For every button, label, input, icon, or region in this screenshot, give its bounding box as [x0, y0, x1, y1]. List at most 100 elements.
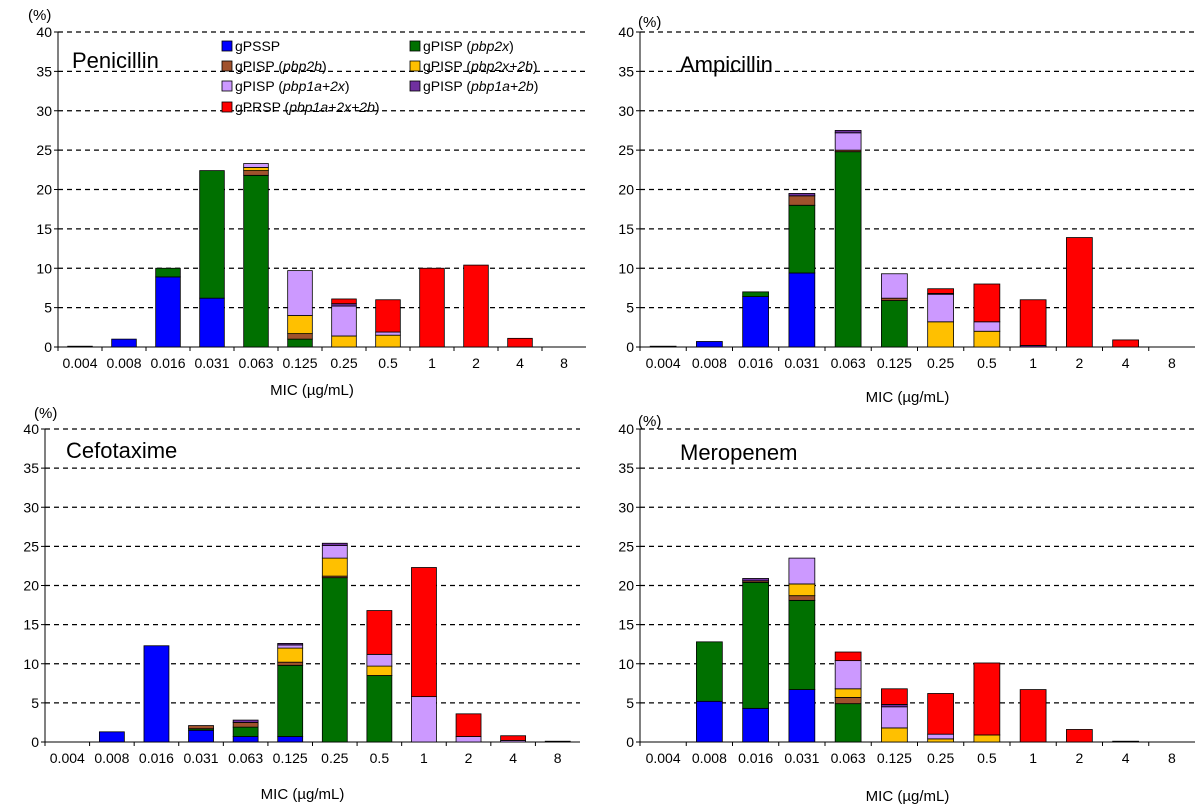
legend-swatch-gPISP_pbp2x	[409, 40, 421, 52]
x-tick-label: 8	[560, 355, 568, 371]
bar-segment-gPRSP	[375, 299, 401, 333]
x-tick-label: 0.016	[738, 750, 773, 766]
bar-segment-gPISP_pbp1a2x	[834, 132, 862, 151]
bar-segment-gPSSP	[111, 338, 137, 348]
chart-panel-2: 0 5 10 15 20 25 30 35 40 0.004 0.008 0.016 0.031 0.06…	[618, 14, 1195, 406]
y-tick-label: 20	[36, 182, 52, 198]
y-axis-label: (%)	[638, 413, 661, 430]
x-tick-label: 0.25	[330, 355, 357, 371]
bar-segment-gPISP_pbp2x	[232, 726, 259, 737]
bar-segment-gPISP_pbp1a2b	[788, 193, 816, 197]
legend-entry-gPISP_pbp2b: gPISP (pbp2b)	[235, 58, 327, 74]
bar-segment-gPISP_pbp2x	[788, 599, 816, 690]
legend-entry-gPRSP: gPRSP (pbp1a+2x+2b)	[235, 99, 380, 115]
bar-segment-gPISP_pbp1a2x	[243, 163, 269, 168]
legend-swatch-gPISP_pbp1a2x	[221, 80, 233, 92]
bar-segment-gPISP_pbp2x2b	[834, 688, 862, 698]
bar-segment-gPISP_pbp2x2b	[973, 734, 1001, 743]
bar-segment-gPISP_pbp1a2x	[788, 557, 816, 585]
x-tick-label: 0.125	[273, 750, 308, 766]
x-tick-label: 0.008	[692, 355, 727, 371]
x-tick-label: 0.004	[646, 355, 681, 371]
x-tick-label: 2	[472, 355, 480, 371]
bar-segment-gPISP_pbp1a2x	[973, 321, 1001, 332]
x-tick-label: 0.125	[877, 750, 912, 766]
x-tick-label: 0.004	[646, 750, 681, 766]
y-tick-label: 30	[618, 103, 634, 119]
x-tick-label: 0.063	[238, 355, 273, 371]
bar-segment-gPISP_pbp1a2b	[321, 542, 348, 546]
bar-segment-gPRSP	[1066, 729, 1093, 743]
y-tick-label: 20	[618, 578, 634, 594]
y-tick-label: 5	[44, 300, 52, 316]
y-tick-label: 5	[626, 695, 634, 711]
legend-entry-gPISP_pbp2x2b: gPISP (pbp2x+2b)	[423, 58, 538, 74]
bar-segment-gPISP_pbp1a2x	[881, 273, 908, 299]
chart-panel-3: 0 5 10 15 20 25 30 35 40 0.004 0.008 0.016 0.031 0.06…	[23, 405, 580, 803]
x-tick-label: 2	[1075, 750, 1083, 766]
chart-panel-1: 0 5 10 15 20 25 30 35 40 0.004 0.008 0.016 0.031 0.06…	[28, 7, 586, 399]
bar-segment-gPISP_pbp2x2b	[287, 315, 313, 335]
bar-segment-gPISP_pbp2x	[696, 641, 723, 702]
bar-segment-gPSSP	[696, 700, 723, 743]
y-tick-label: 0	[626, 734, 634, 750]
x-tick-label: 0.063	[831, 355, 866, 371]
bar-segment-gPRSP	[1019, 299, 1047, 346]
bar-segment-gPISP_pbp1a2x	[366, 653, 393, 667]
bar-segment-gPISP_pbp2x	[287, 338, 313, 348]
x-tick-label: 0.004	[62, 355, 97, 371]
x-tick-label: 0.5	[977, 750, 997, 766]
bar-segment-gPISP_pbp2x	[155, 267, 181, 278]
x-tick-label: 0.5	[977, 355, 997, 371]
bar-segment-gPISP_pbp2x2b	[321, 557, 348, 577]
bar-segment-gPISP_pbp2x	[834, 151, 862, 348]
y-tick-label: 5	[31, 695, 39, 711]
bar-segment-gPISP_pbp1a2b	[277, 643, 304, 646]
y-tick-label: 25	[36, 142, 52, 158]
bar-segment-gPRSP	[544, 740, 571, 743]
bar-segment-gPRSP	[507, 337, 533, 348]
y-tick-label: 15	[618, 617, 634, 633]
x-tick-label: 0.031	[784, 750, 819, 766]
legend-swatch-gPISP_pbp1a2b	[409, 80, 421, 92]
chart-title: Ampicillin	[680, 52, 773, 77]
y-tick-label: 0	[626, 339, 634, 355]
legend-swatch-gPISP_pbp2b	[221, 60, 233, 72]
y-tick-label: 15	[36, 221, 52, 237]
y-tick-label: 10	[618, 260, 634, 276]
bar-segment-gPSSP	[788, 272, 816, 348]
bar-segment-gPRSP	[331, 298, 357, 305]
y-tick-label: 10	[23, 656, 39, 672]
bar-segment-gPSSP	[232, 736, 259, 743]
bar-segment-gPISP_pbp2x	[742, 291, 769, 297]
legend-swatch-gPRSP	[221, 101, 233, 113]
bar-segment-gPISP_pbp1a2x	[331, 305, 357, 337]
x-tick-label: 8	[1168, 750, 1176, 766]
y-axis-label: (%)	[638, 14, 661, 31]
x-tick-label: 4	[1122, 355, 1130, 371]
y-tick-label: 10	[618, 656, 634, 672]
bar-segment-gPISP_pbp1a2x	[321, 545, 348, 559]
bar-segment-gPISP_pbp1a2b	[834, 130, 862, 134]
bar-segment-gPRSP	[455, 713, 482, 737]
bar-segment-gPSSP	[742, 296, 769, 348]
y-axis-label: (%)	[28, 7, 51, 24]
y-tick-label: 20	[23, 578, 39, 594]
y-tick-label: 15	[23, 617, 39, 633]
x-axis-label: MIC (µg/mL)	[261, 786, 345, 803]
bar-segment-gPRSP	[927, 693, 954, 735]
legend-entry-gPISP_pbp2x: gPISP (pbp2x)	[423, 38, 514, 54]
bar-segment-gPRSP	[834, 651, 862, 662]
bar-segment-gPISP_pbp2x2b	[881, 727, 908, 743]
x-tick-label: 0.016	[139, 750, 174, 766]
x-tick-label: 0.031	[184, 750, 219, 766]
y-tick-label: 30	[618, 499, 634, 515]
bar-segment-gPSSP	[143, 645, 170, 743]
x-axis-label: MIC (µg/mL)	[866, 389, 950, 406]
y-tick-label: 30	[36, 103, 52, 119]
bar-segment-gPISP_pbp2x2b	[927, 738, 954, 743]
bar-segment-gPRSP	[1112, 339, 1139, 348]
chart-title: Meropenem	[680, 440, 797, 465]
bar-segment-gPISP_pbp1a2x	[287, 270, 313, 316]
y-tick-label: 40	[36, 24, 52, 40]
